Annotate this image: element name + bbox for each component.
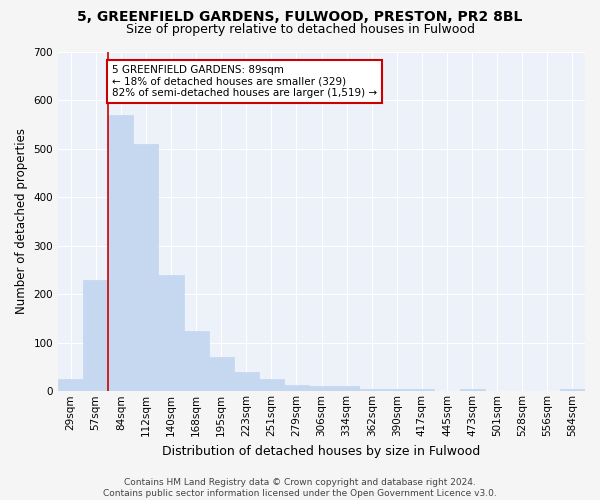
Bar — [108, 114, 133, 392]
Bar — [334, 386, 359, 392]
Bar — [83, 280, 108, 392]
Text: Size of property relative to detached houses in Fulwood: Size of property relative to detached ho… — [125, 22, 475, 36]
Bar — [460, 389, 485, 392]
Bar — [133, 144, 158, 392]
Bar — [384, 389, 409, 392]
Text: 5, GREENFIELD GARDENS, FULWOOD, PRESTON, PR2 8BL: 5, GREENFIELD GARDENS, FULWOOD, PRESTON,… — [77, 10, 523, 24]
Bar — [209, 358, 233, 392]
Text: Contains HM Land Registry data © Crown copyright and database right 2024.
Contai: Contains HM Land Registry data © Crown c… — [103, 478, 497, 498]
Bar — [284, 385, 309, 392]
Bar — [309, 386, 334, 392]
X-axis label: Distribution of detached houses by size in Fulwood: Distribution of detached houses by size … — [163, 444, 481, 458]
Bar — [409, 389, 434, 392]
Bar — [158, 275, 184, 392]
Y-axis label: Number of detached properties: Number of detached properties — [15, 128, 28, 314]
Text: 5 GREENFIELD GARDENS: 89sqm
← 18% of detached houses are smaller (329)
82% of se: 5 GREENFIELD GARDENS: 89sqm ← 18% of det… — [112, 65, 377, 98]
Bar — [58, 379, 83, 392]
Bar — [259, 379, 284, 392]
Bar — [359, 389, 384, 392]
Bar — [560, 389, 585, 392]
Bar — [184, 330, 209, 392]
Bar — [233, 372, 259, 392]
